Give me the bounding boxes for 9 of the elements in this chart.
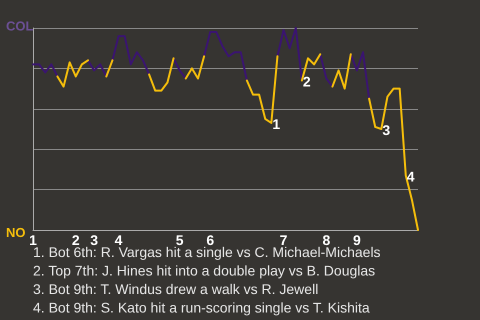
annotation: 3 <box>382 122 390 138</box>
text: COL <box>6 18 34 34</box>
annotation: 4 <box>406 168 415 184</box>
text: 3. Bot 9th: T. Windus drew a walk vs R. Jewell <box>33 281 318 297</box>
text: 4. Bot 9th: S. Kato hit a run-scoring single vs T. Kishita <box>33 300 370 316</box>
annotation: 2 <box>302 74 311 90</box>
annotation: 1 <box>272 116 280 132</box>
text: 2. Top 7th: J. Hines hit into a double play vs B. Douglas <box>33 262 376 278</box>
text: NO <box>6 225 26 240</box>
